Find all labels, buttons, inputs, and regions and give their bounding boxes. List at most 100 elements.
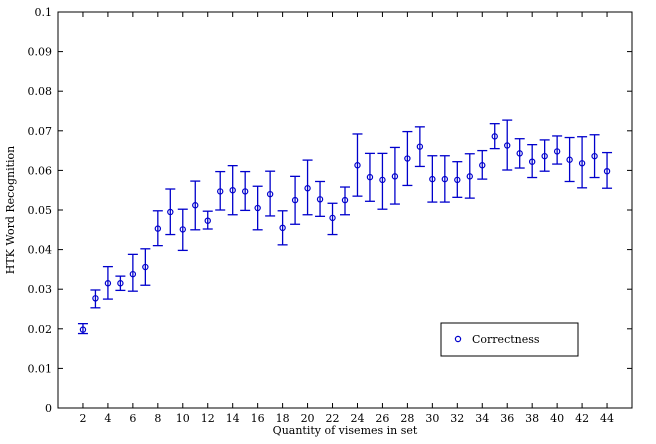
error-bar — [202, 210, 213, 230]
error-bar — [277, 210, 288, 246]
y-tick-label: 0.09 — [28, 46, 53, 59]
x-tick-label: 34 — [475, 412, 489, 425]
x-tick-label: 42 — [575, 412, 589, 425]
error-bar — [527, 144, 538, 179]
x-tick-label: 10 — [176, 412, 190, 425]
data-point — [603, 167, 611, 175]
data-point — [204, 217, 211, 224]
error-bar — [489, 123, 500, 150]
error-bar — [102, 265, 113, 300]
data-point — [578, 160, 586, 167]
x-tick-label: 8 — [154, 412, 161, 425]
data-point — [491, 133, 498, 140]
error-bar — [165, 188, 176, 236]
data-point — [316, 196, 324, 203]
y-axis: 0 0.01 0.02 0.03 0.04 0.05 0.06 0.07 0.08 0.09 0.1 — [28, 6, 632, 415]
data-point — [341, 196, 349, 204]
x-tick-label: 44 — [600, 412, 614, 425]
data-point — [179, 226, 186, 233]
y-tick-label: 0.05 — [28, 204, 53, 217]
x-tick-label: 24 — [350, 412, 364, 425]
x-axis: 2 4 6 8 10 12 14 16 18 20 22 24 26 28 30 32 34 36 38 40 42 44 — [79, 12, 614, 425]
data-point — [553, 148, 561, 155]
error-bar — [302, 159, 313, 216]
data-point — [92, 295, 99, 302]
data-point — [217, 188, 224, 195]
data-point — [329, 214, 336, 222]
y-tick-label: 0.01 — [28, 362, 53, 375]
error-bar — [552, 135, 563, 165]
error-bar — [140, 248, 151, 286]
data-point — [541, 152, 548, 160]
x-tick-label: 16 — [251, 412, 265, 425]
error-bar — [290, 175, 301, 225]
data-point — [454, 176, 461, 184]
error-bar — [177, 208, 188, 252]
data-point — [266, 190, 274, 198]
error-bar — [427, 155, 438, 203]
x-tick-label: 18 — [276, 412, 290, 425]
data-point — [516, 150, 523, 157]
x-tick-label: 38 — [525, 412, 539, 425]
data-point — [254, 204, 261, 212]
y-tick-label: 0.08 — [28, 85, 53, 98]
error-bar — [327, 202, 338, 236]
error-bars — [77, 119, 613, 335]
error-bar — [252, 185, 263, 231]
error-bar — [190, 180, 201, 231]
error-bar — [477, 149, 488, 180]
error-bar — [539, 139, 550, 172]
data-point — [404, 155, 411, 162]
error-bar — [602, 151, 613, 189]
data-point — [591, 152, 598, 160]
error-bar — [90, 289, 101, 309]
data-point — [504, 142, 511, 149]
data-point — [279, 224, 286, 232]
error-bar — [514, 138, 525, 169]
error-bar — [589, 134, 600, 179]
error-bar — [315, 180, 326, 217]
data-point — [167, 208, 174, 216]
data-point — [429, 175, 436, 183]
x-tick-label: 30 — [425, 412, 439, 425]
x-tick-label: 4 — [104, 412, 111, 425]
y-axis-title: HTK Word Recognition — [4, 146, 17, 275]
y-tick-label: 0.04 — [28, 244, 53, 257]
data-point — [379, 176, 386, 184]
error-bar — [414, 126, 425, 168]
data-point — [354, 162, 361, 169]
x-tick-label: 12 — [201, 412, 215, 425]
error-bar — [377, 152, 388, 210]
x-tick-label: 28 — [400, 412, 414, 425]
error-bar — [502, 119, 513, 171]
error-bar — [215, 170, 226, 211]
data-point — [79, 326, 87, 333]
data-point — [192, 202, 199, 209]
data-point — [366, 173, 374, 181]
x-axis-title: Quantity of visemes in set — [273, 424, 418, 437]
data-point — [104, 280, 112, 287]
data-point — [441, 175, 449, 183]
x-tick-label: 6 — [129, 412, 136, 425]
x-tick-label: 2 — [79, 412, 86, 425]
data-point — [416, 143, 424, 150]
data-point — [291, 196, 299, 204]
error-bar — [452, 161, 463, 198]
data-point — [304, 185, 311, 192]
data-point — [117, 280, 124, 287]
error-bar — [240, 170, 251, 212]
data-point — [479, 162, 486, 169]
x-tick-label: 26 — [375, 412, 389, 425]
data-point — [566, 156, 573, 163]
x-tick-label: 14 — [226, 412, 240, 425]
data-point — [142, 263, 149, 271]
y-tick-label: 0.06 — [28, 164, 53, 177]
error-bar — [364, 152, 375, 202]
data-point — [391, 173, 399, 180]
error-bar — [115, 275, 126, 292]
error-bar — [227, 164, 238, 216]
error-bar — [389, 146, 400, 205]
y-tick-label: 0 — [45, 402, 52, 415]
error-bar — [352, 133, 363, 197]
